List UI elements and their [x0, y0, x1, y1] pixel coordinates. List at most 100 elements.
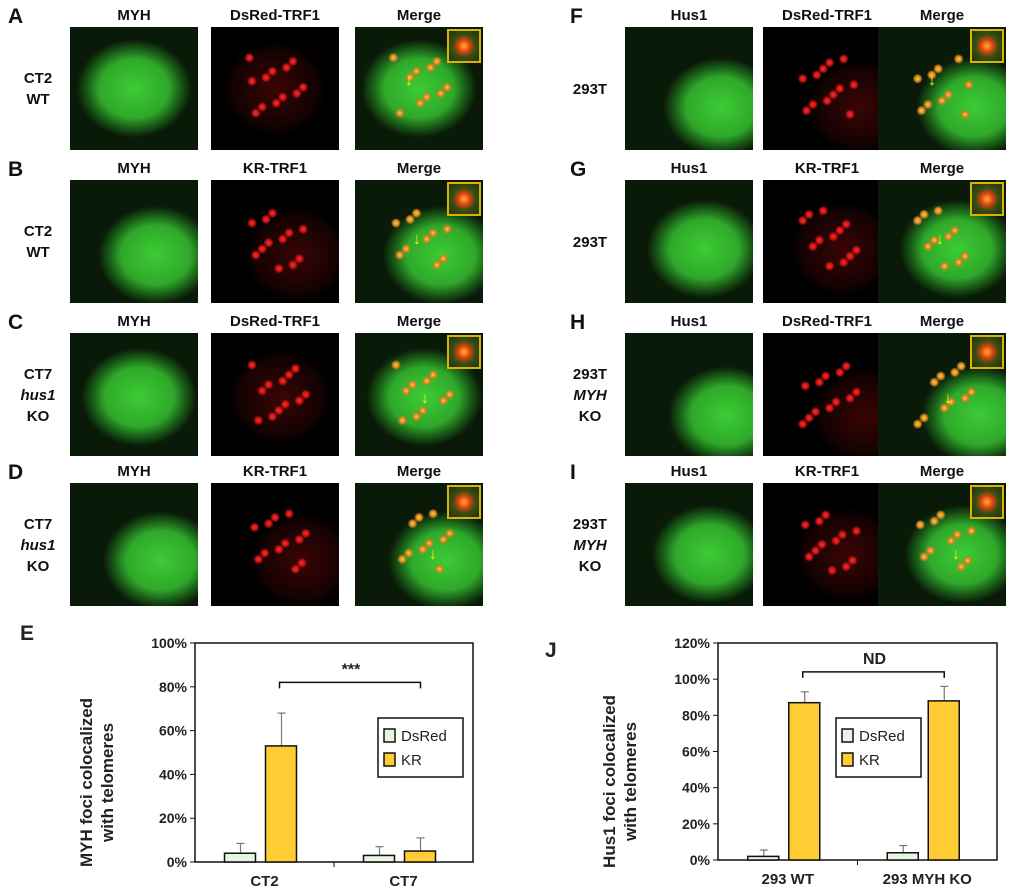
channel-title: Merge [396, 7, 442, 24]
arrow-icon: ↓ [952, 546, 960, 563]
y-tick-label: 0% [690, 852, 711, 868]
panel-letter: D [8, 461, 24, 484]
significance-bracket [278, 681, 422, 689]
zoom-inset [970, 182, 1004, 216]
y-tick-label: 80% [159, 679, 188, 695]
row-label-line: CT7 [23, 515, 53, 533]
channel-title: Merge [919, 313, 965, 330]
y-tick-label: 40% [159, 766, 188, 782]
arrow-icon: ↓ [429, 546, 437, 563]
legend-swatch [383, 752, 396, 767]
significance-label: *** [342, 661, 361, 678]
channel-title: Merge [396, 160, 442, 177]
y-tick-label: 60% [682, 744, 711, 760]
micrograph-dsred-trf1 [211, 333, 339, 456]
micrograph-merge: ↓ [355, 483, 483, 606]
bar-kr [788, 701, 821, 861]
channel-title: KR-TRF1 [242, 463, 308, 480]
row-label: CT2 WT [10, 68, 66, 110]
row-label: CT7 hus1 KO [10, 514, 66, 577]
y-tick-label: 40% [682, 780, 711, 796]
row-label-line: 293T [572, 233, 608, 251]
bar-dsred [886, 852, 919, 861]
micrograph-hus1 [625, 180, 753, 303]
micrograph-merge: ↓ [878, 180, 1006, 303]
row-label: 293T MYH KO [562, 514, 618, 577]
micrograph-hus1 [625, 483, 753, 606]
micrograph-dsred-trf1 [211, 27, 339, 150]
arrow-icon: ↓ [936, 231, 944, 248]
channel-title: Hus1 [670, 7, 708, 24]
channel-title: Merge [919, 160, 965, 177]
panel-letter: A [8, 5, 24, 28]
legend-label: KR [401, 752, 422, 769]
legend-swatch [841, 752, 854, 767]
channel-title: DsRed-TRF1 [781, 7, 872, 24]
panel-letter: I [570, 461, 576, 484]
y-tick-label: 120% [674, 635, 710, 651]
row-label-line: 293T [572, 365, 608, 383]
row-label-line: CT2 [23, 223, 53, 240]
arrow-icon: ↓ [944, 390, 952, 407]
y-tick-label: 100% [151, 635, 187, 651]
bar-kr [403, 850, 437, 863]
zoom-inset [447, 182, 481, 216]
y-tick-label: 60% [159, 723, 188, 739]
legend [377, 717, 464, 778]
x-tick-label: 293 MYH KO [883, 871, 973, 888]
micrograph-merge: ↓ [878, 483, 1006, 606]
bar-dsred [223, 852, 257, 863]
row-label-line: WT [26, 244, 50, 261]
panel-letter: C [8, 311, 24, 334]
legend-swatch [383, 728, 396, 743]
channel-title: KR-TRF1 [794, 463, 860, 480]
channel-title: MYH [117, 160, 151, 177]
micrograph-kr-trf1 [763, 180, 891, 303]
panel-letter: J [545, 639, 557, 662]
row-label-line: KO [578, 407, 602, 425]
channel-title: Hus1 [670, 463, 708, 480]
row-label: 293T [562, 79, 618, 100]
panel-letter: E [20, 622, 34, 645]
channel-title: MYH [117, 463, 151, 480]
row-label-line: hus1 [20, 536, 56, 554]
channel-title: Merge [396, 463, 442, 480]
micrograph-myh [70, 333, 198, 456]
row-label-line: WT [26, 91, 50, 108]
zoom-inset [970, 29, 1004, 63]
x-tick-label: CT7 [389, 873, 417, 890]
micrograph-myh [70, 483, 198, 606]
legend [835, 717, 922, 778]
bar-kr [927, 700, 960, 861]
bar-dsred [747, 855, 780, 861]
legend-label: DsRed [859, 728, 905, 745]
row-label-line: hus1 [20, 386, 56, 404]
panel-letter: H [570, 311, 586, 334]
y-axis-label-line: with telomeres [98, 723, 117, 843]
row-label-line: MYH [573, 386, 607, 404]
channel-title: Hus1 [670, 313, 708, 330]
row-label: CT7 hus1 KO [10, 364, 66, 427]
channel-title: KR-TRF1 [242, 160, 308, 177]
micrograph-kr-trf1 [211, 180, 339, 303]
x-tick-label: 293 WT [761, 871, 814, 888]
legend-label: DsRed [401, 728, 447, 745]
y-tick-label: 20% [682, 816, 711, 832]
y-tick-label: 0% [167, 854, 188, 870]
arrow-icon: ↓ [405, 72, 413, 89]
micrograph-merge: ↓ [355, 333, 483, 456]
significance-bracket [802, 671, 945, 678]
y-tick-label: 80% [682, 707, 711, 723]
micrograph-kr-trf1 [211, 483, 339, 606]
micrograph-hus1 [625, 27, 753, 150]
micrograph-dsred-trf1 [763, 333, 891, 456]
panel-letter: F [570, 5, 583, 28]
row-label-line: KO [26, 557, 50, 575]
micrograph-merge: ↓ [355, 27, 483, 150]
micrograph-merge: ↓ [878, 333, 1006, 456]
x-tick-label: CT2 [250, 873, 278, 890]
channel-title: DsRed-TRF1 [229, 313, 320, 330]
arrow-icon: ↓ [421, 390, 429, 407]
arrow-icon: ↓ [413, 231, 421, 248]
